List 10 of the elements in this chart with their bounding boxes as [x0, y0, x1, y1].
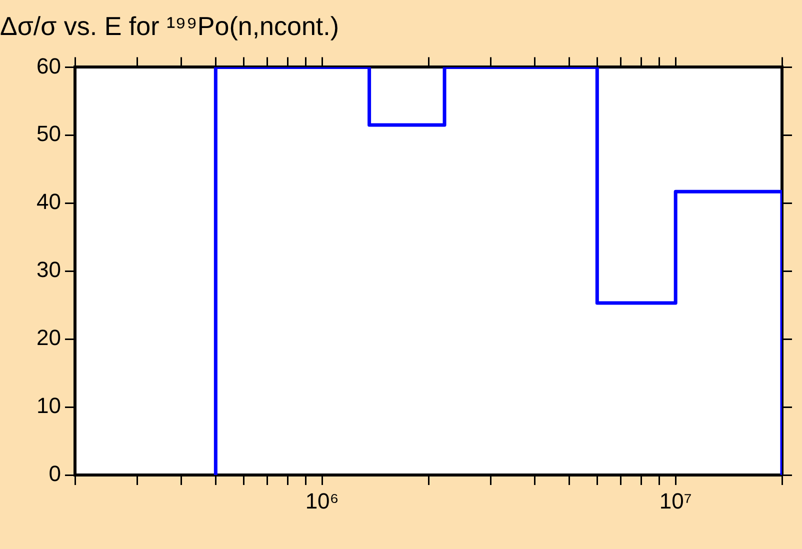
- y-tick-label: 60: [36, 53, 61, 78]
- y-tick-label: 10: [36, 393, 61, 418]
- y-tick-label: 0: [48, 461, 61, 486]
- y-tick-label: 20: [36, 325, 61, 350]
- y-tick-label: 40: [36, 189, 61, 214]
- chart-title: Δσ/σ vs. E for ¹⁹⁹Po(n,ncont.): [0, 10, 340, 41]
- x-tick-label: 10⁷: [659, 488, 692, 514]
- y-tick-label: 30: [36, 257, 61, 282]
- x-tick-label: 10⁶: [305, 488, 339, 514]
- y-tick-label: 50: [36, 121, 61, 146]
